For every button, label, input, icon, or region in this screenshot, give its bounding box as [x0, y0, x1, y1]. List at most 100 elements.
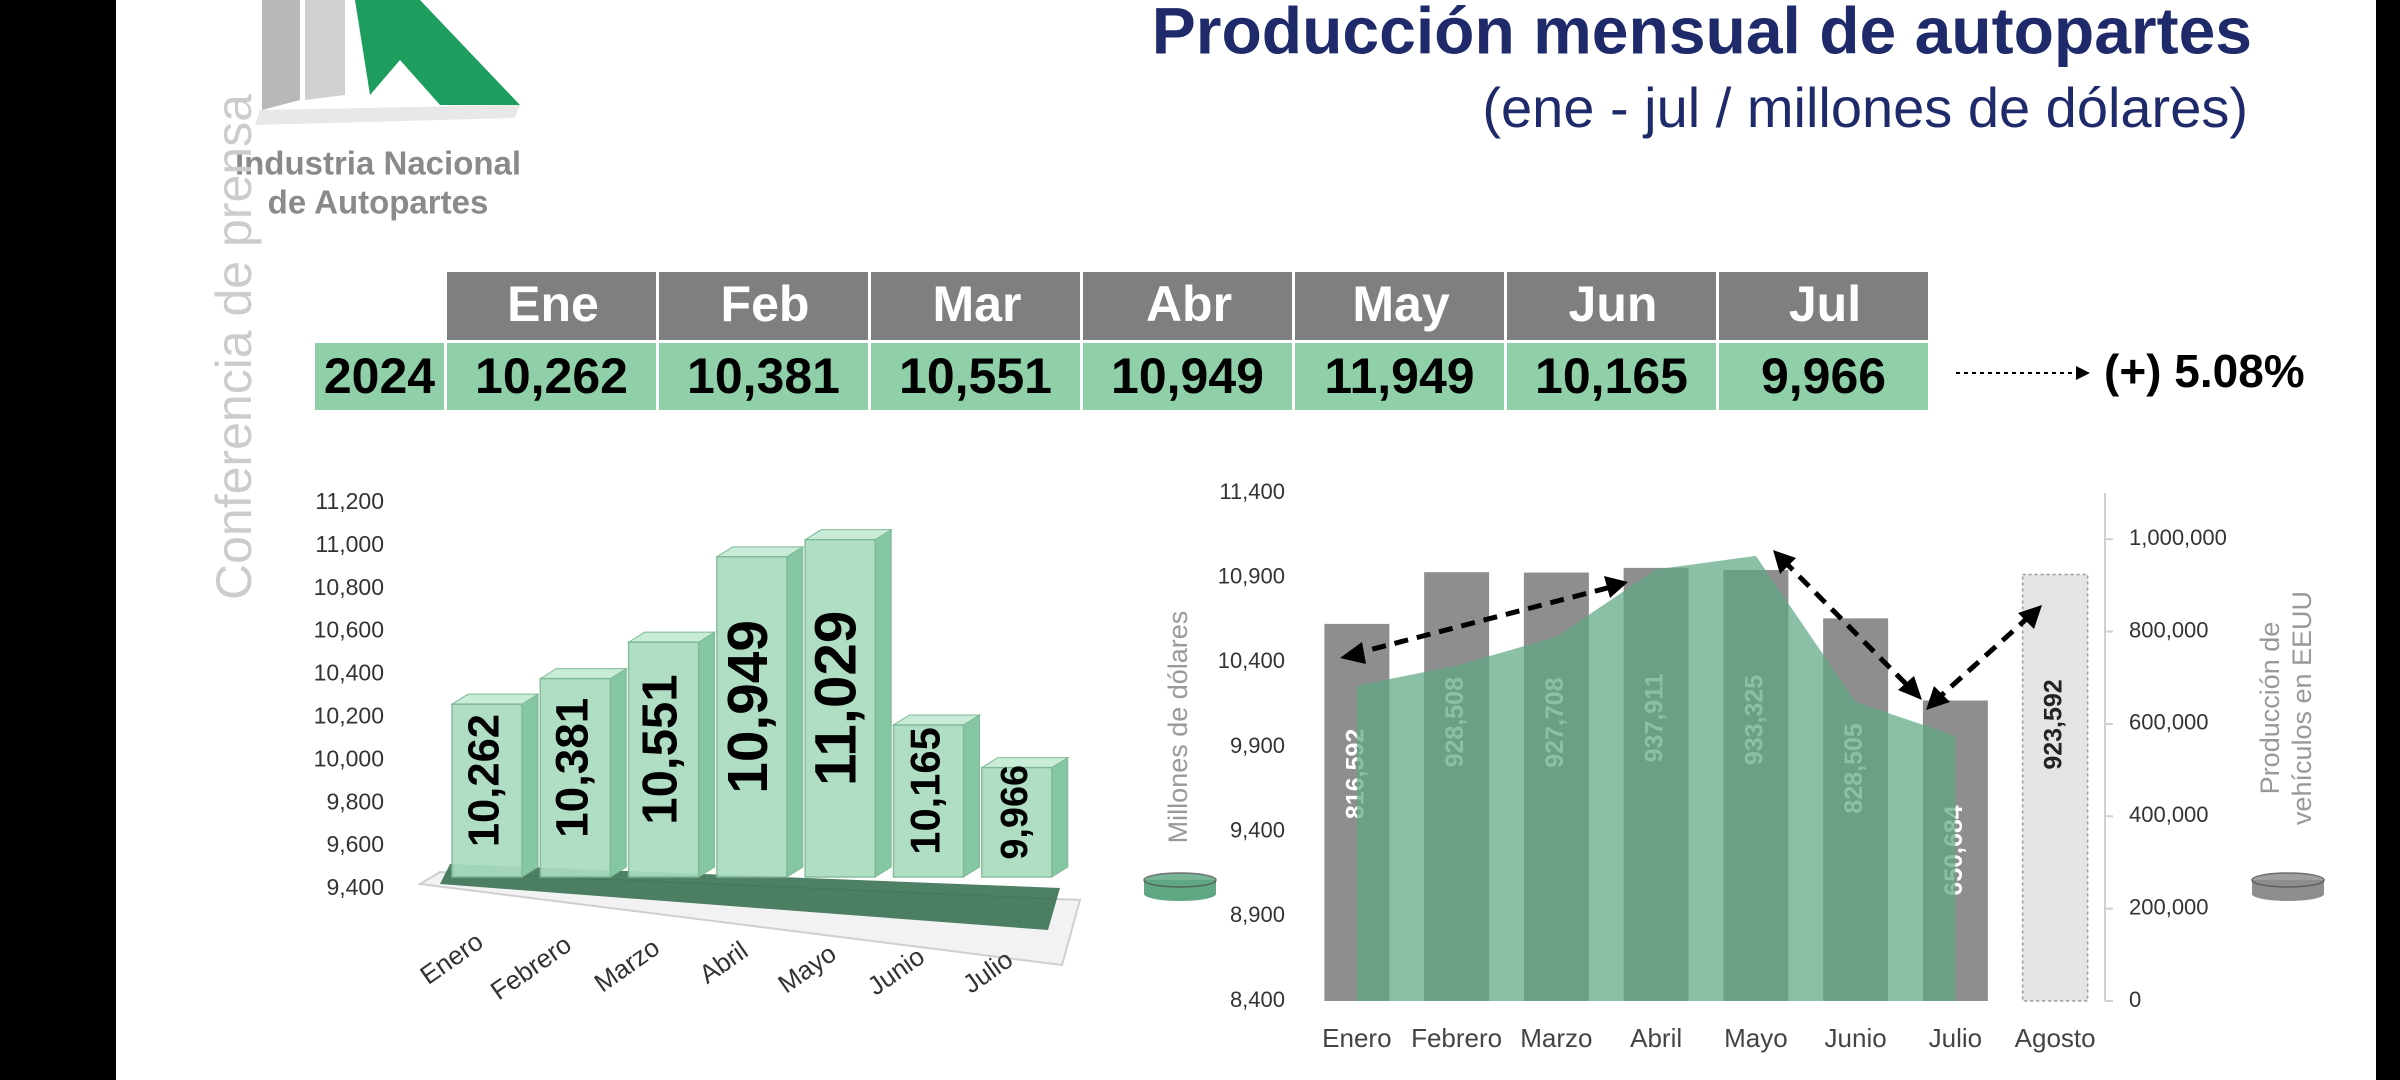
value-label: 10,165: [902, 727, 949, 854]
logo-shape: [305, 0, 345, 100]
y-axis-label: Millones de dólares: [1163, 611, 1193, 844]
cell-text: 10,551: [899, 348, 1052, 404]
value-label: 9,966: [994, 765, 1036, 860]
y2-tick-label: 200,000: [2129, 894, 2209, 919]
trend-arrowhead: [2018, 605, 2042, 629]
header-text: Abr: [1146, 276, 1232, 332]
side-label: Conferencia de prensa: [206, 94, 262, 600]
y2-tick-label: 600,000: [2129, 710, 2209, 735]
x-tick-label: Abril: [1630, 1023, 1682, 1053]
table-cell: [871, 343, 1080, 410]
cell-text: 10,165: [1535, 348, 1688, 404]
header-text: Mar: [933, 276, 1022, 332]
row-label: 2024: [324, 348, 435, 404]
legend-icon: [2251, 872, 2325, 888]
row-label-cell: [315, 343, 444, 410]
trend-arrowhead: [1340, 642, 1366, 664]
bar-top: [450, 693, 540, 705]
bar-side: [963, 714, 980, 878]
y-tick-label: 10,400: [314, 660, 384, 686]
bar-top: [715, 546, 805, 558]
table-cell: [1507, 343, 1716, 410]
bar-top: [626, 631, 717, 643]
legend-icon: [1143, 872, 1217, 888]
header-text: Feb: [721, 276, 810, 332]
floor-shadow: [440, 864, 1060, 930]
y-tick-label: 10,800: [314, 574, 384, 600]
y-tick-label: 9,600: [326, 831, 384, 857]
trend-arrowhead: [1898, 676, 1922, 700]
header-cell: [871, 272, 1080, 340]
area: [1356, 555, 1956, 1001]
trend-arrows: [1349, 558, 2034, 704]
trend-arrowhead: [1604, 576, 1628, 598]
header-cell: [659, 272, 868, 340]
header-text: Jul: [1789, 276, 1861, 332]
header-text: Ene: [507, 276, 599, 332]
bar: [539, 677, 612, 878]
header-cell: [1083, 272, 1292, 340]
x-tick-label: Junio: [1825, 1023, 1887, 1053]
y2-tick-label: 1,000,000: [2129, 525, 2227, 550]
bar-side: [1051, 756, 1069, 878]
bar: [2021, 573, 2089, 1002]
logo-shape: [355, 0, 520, 105]
y-tick-label: 11,000: [315, 531, 384, 557]
cell-text: 10,262: [475, 348, 628, 404]
bar-side: [609, 667, 627, 878]
y2-tick-label: 400,000: [2129, 802, 2209, 827]
header-cell: [1295, 272, 1504, 340]
y2-tick-label: 800,000: [2129, 617, 2209, 642]
subtitle: (ene - jul / millones de dólares): [1482, 76, 2248, 139]
table-cell: [1083, 343, 1292, 410]
cell-text: 11,949: [1324, 348, 1474, 404]
table-cell: [1295, 343, 1504, 410]
legend-icon: [2252, 887, 2324, 901]
header-text: May: [1352, 276, 1449, 332]
header-cell: [447, 272, 656, 340]
cell-text: 9,966: [1761, 348, 1886, 404]
bar: [981, 766, 1053, 878]
logo-shape: [255, 105, 520, 125]
x-tick-label: Julio: [1929, 1023, 1982, 1053]
x-tick-label: Marzo: [1520, 1023, 1592, 1053]
table-cell: [659, 343, 868, 410]
bar: [627, 641, 700, 878]
logo-text: de Autopartes: [268, 184, 489, 221]
y-tick-label: 8,900: [1230, 902, 1285, 927]
value-label: 10,949: [717, 620, 780, 794]
y-tick-label: 9,900: [1230, 733, 1285, 758]
cell-text: 10,949: [1111, 348, 1264, 404]
logo: [255, 0, 520, 125]
value-label: 923,592: [2040, 679, 2068, 769]
annotation: (+) 5.08%: [2104, 345, 2305, 397]
bar-side: [874, 528, 892, 878]
y-tick-label: 9,400: [326, 874, 384, 900]
summary-table: Ene Feb Mar Abr May Jun Jul 2024 10,262 10,381 10,…: [315, 272, 1928, 410]
x-tick-label: Agosto: [2015, 1023, 2096, 1053]
bar-top: [891, 714, 982, 726]
y2-tick-label: 0: [2129, 987, 2141, 1012]
bar: [451, 703, 523, 878]
y-tick-label: 9,400: [1230, 817, 1285, 842]
value-label: 10,551: [634, 674, 688, 824]
logo-shape: [262, 0, 300, 110]
y-tick-label: 9,800: [326, 788, 384, 814]
y-tick-label: 11,400: [1219, 479, 1285, 504]
chart-combo: 8,400 8,900 9,400 9,900 10,400 10,900 11,400 0 2…: [1143, 479, 2325, 1053]
y-tick-label: 10,900: [1218, 563, 1285, 588]
y2-axis-label: vehículos en EEUU: [2287, 591, 2317, 825]
bar-top: [803, 529, 893, 541]
title: Producción mensual de autopartes: [1152, 0, 2252, 67]
cell-text: 10,381: [687, 348, 840, 404]
header-text: Jun: [1569, 276, 1658, 332]
y-tick-label: 10,200: [314, 703, 384, 729]
trend-arrowhead: [1926, 686, 1950, 710]
bar-side: [698, 631, 716, 878]
bar: [892, 724, 965, 878]
trend-arrowheads: [1340, 550, 2042, 710]
logo-text: Industria Nacional: [235, 145, 521, 182]
x-tick-label: Febrero: [1411, 1023, 1502, 1053]
bar: [716, 556, 788, 878]
